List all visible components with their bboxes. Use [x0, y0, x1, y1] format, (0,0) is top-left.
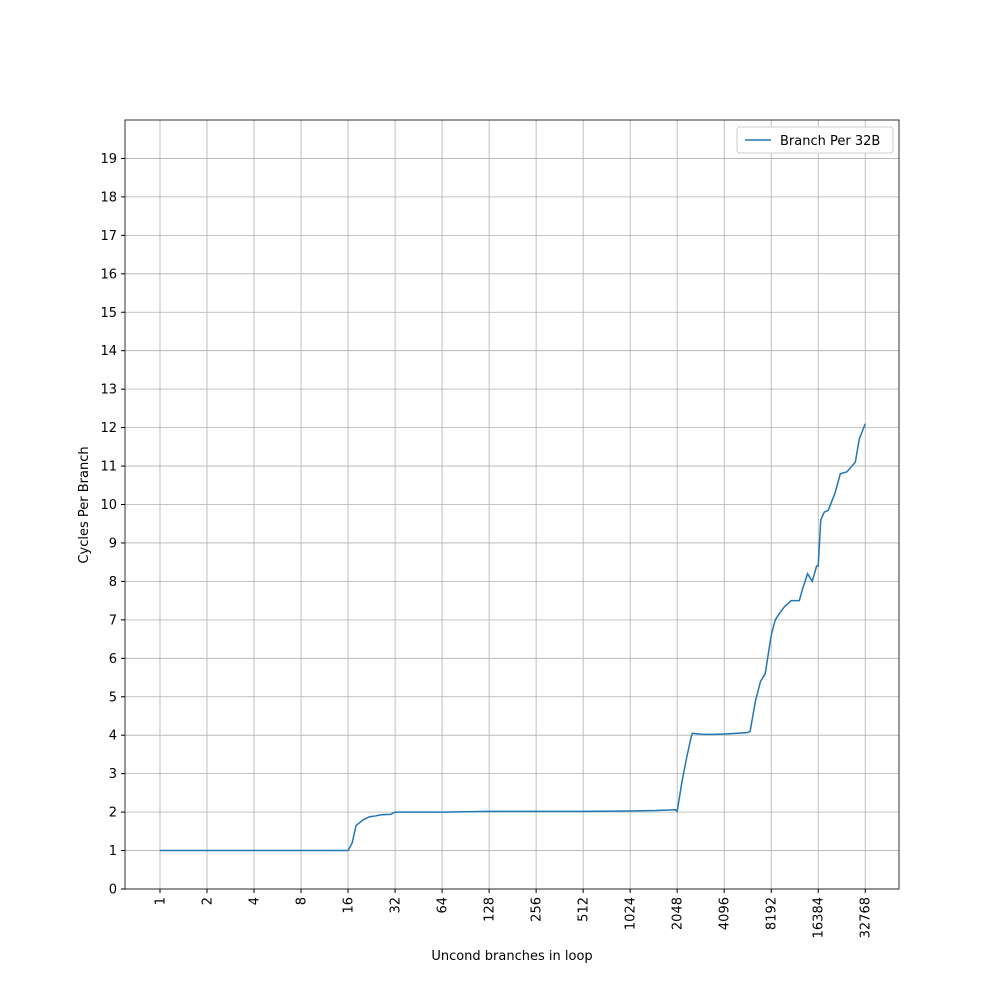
x-tick-label: 16384 [812, 897, 827, 938]
y-tick-label: 14 [100, 344, 117, 359]
x-tick-label: 16 [342, 897, 357, 914]
x-tick-label: 512 [577, 897, 592, 922]
x-tick-label: 8 [295, 897, 310, 905]
x-tick-label: 256 [530, 897, 545, 922]
y-tick-label: 10 [100, 498, 117, 513]
y-tick-label: 7 [109, 613, 117, 628]
y-tick-label: 0 [109, 883, 117, 898]
y-tick-label: 11 [100, 460, 117, 475]
x-tick-label: 8192 [765, 897, 780, 930]
legend-label: Branch Per 32B [780, 134, 880, 149]
y-tick-label: 4 [109, 729, 117, 744]
y-tick-label: 9 [109, 536, 117, 551]
x-tick-label: 128 [483, 897, 498, 922]
x-tick-label: 2048 [671, 897, 686, 930]
y-tick-label: 13 [100, 383, 117, 398]
x-tick-label: 1024 [624, 897, 639, 930]
x-tick-label: 64 [436, 897, 451, 914]
y-axis-label: Cycles Per Branch [77, 446, 92, 563]
x-tick-label: 32 [389, 897, 404, 914]
y-tick-label: 17 [100, 229, 117, 244]
y-tick-label: 19 [100, 152, 117, 167]
plot-frame [124, 119, 900, 890]
y-tick-label: 2 [109, 806, 117, 821]
data-line [159, 423, 866, 852]
y-tick-label: 5 [109, 690, 117, 705]
y-tick-label: 6 [109, 652, 117, 667]
y-tick-label: 1 [109, 844, 117, 859]
x-tick-label: 1 [153, 897, 168, 905]
y-tick-label: 8 [109, 575, 117, 590]
y-tick-label: 15 [100, 306, 117, 321]
x-tick-label: 4096 [718, 897, 733, 930]
y-tick-label: 16 [100, 267, 117, 282]
y-tick-label: 12 [100, 421, 117, 436]
x-tick-label: 32768 [859, 897, 874, 938]
y-tick-label: 3 [109, 767, 117, 782]
x-axis-label: Uncond branches in loop [431, 949, 592, 964]
legend-box [736, 126, 894, 154]
x-tick-label: 2 [201, 897, 216, 905]
legend: Branch Per 32B [736, 126, 894, 154]
x-tick-label: 4 [248, 897, 263, 905]
y-tick-label: 18 [100, 190, 117, 205]
